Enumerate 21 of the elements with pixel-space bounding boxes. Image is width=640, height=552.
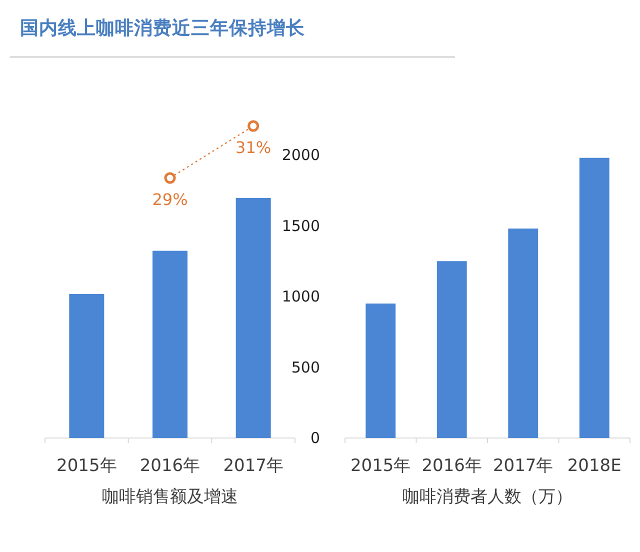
- y-tick-label: 2000: [282, 146, 320, 164]
- x-tick-label: 2017年: [223, 456, 284, 476]
- y-tick-label: 1000: [282, 288, 320, 306]
- data-label: 31%: [236, 138, 272, 157]
- bar: [579, 158, 610, 438]
- bar: [366, 304, 396, 438]
- y-tick-label: 1500: [282, 216, 320, 235]
- bar: [436, 261, 467, 438]
- y-tick-label: 0: [310, 429, 320, 447]
- x-tick-label: 2017年: [492, 456, 554, 476]
- x-axis-title: 咖啡销售额及增速: [102, 487, 238, 507]
- data-label: 29%: [152, 190, 188, 209]
- x-tick-label: 2015年: [56, 456, 117, 476]
- x-tick-label: 2016年: [422, 456, 482, 476]
- x-axis-title: 咖啡消费者人数（万）: [402, 487, 572, 507]
- chart-title: 国内线上咖啡消费近三年保持增长: [20, 17, 306, 39]
- bar: [508, 228, 538, 438]
- x-tick-label: 2015年: [350, 456, 411, 476]
- x-tick-label: 2018E: [567, 456, 622, 476]
- x-tick-label: 2016年: [140, 456, 200, 476]
- y-tick-label: 500: [291, 358, 320, 376]
